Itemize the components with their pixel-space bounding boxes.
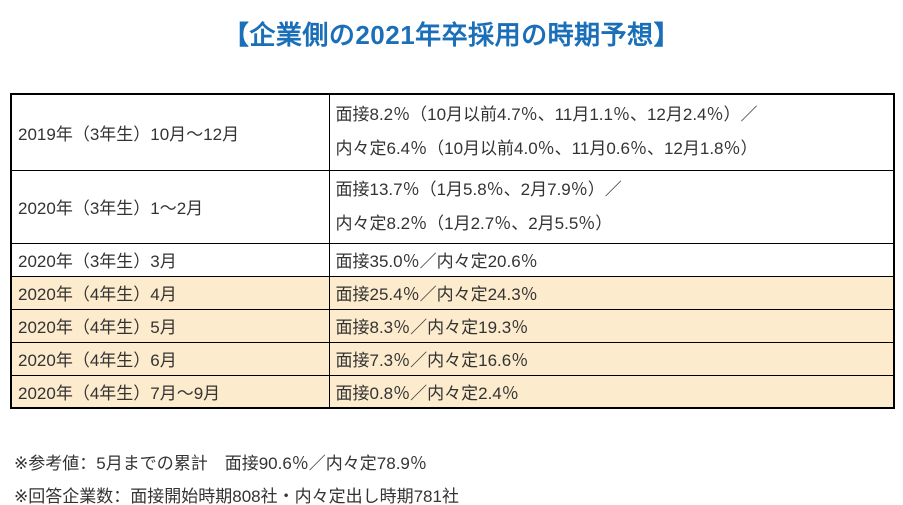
detail-cell: 面接25.4％／内々定24.3％	[328, 275, 895, 310]
period-cell: 2020年（3年生）3月	[10, 242, 330, 277]
table-row-highlighted: 2020年（4年生）6月 面接7.3％／内々定16.6％	[10, 341, 895, 376]
hiring-schedule-table: 2019年（3年生）10月～12月 面接8.2％（10月以前4.7％、11月1.…	[10, 93, 895, 409]
period-cell: 2019年（3年生）10月～12月	[10, 93, 330, 171]
footnotes: ※参考値：5月までの累計 面接90.6％／内々定78.9％ ※回答企業数：面接開…	[14, 447, 903, 505]
period-cell: 2020年（4年生）6月	[10, 341, 330, 376]
table-row-highlighted: 2020年（4年生）4月 面接25.4％／内々定24.3％	[10, 275, 895, 310]
period-cell: 2020年（4年生）4月	[10, 275, 330, 310]
detail-cell: 面接8.2％（10月以前4.7％、11月1.1％、12月2.4％）／ 内々定6.…	[328, 93, 895, 171]
period-cell: 2020年（4年生）5月	[10, 308, 330, 343]
detail-cell: 面接13.7％（1月5.8％、2月7.9％）／ 内々定8.2％（1月2.7％、2…	[328, 169, 895, 244]
table-row: 2020年（3年生）3月 面接35.0％／内々定20.6％	[10, 242, 895, 277]
table-row-highlighted: 2020年（4年生）7月～9月 面接0.8％／内々定2.4％	[10, 374, 895, 409]
page-title: 【企業側の2021年卒採用の時期予想】	[222, 20, 681, 50]
detail-line: 内々定8.2％（1月2.7％、2月5.5％）	[335, 213, 613, 233]
detail-cell: 面接0.8％／内々定2.4％	[328, 374, 895, 409]
detail-cell: 面接8.3％／内々定19.3％	[328, 308, 895, 343]
detail-line: 面接13.7％（1月5.8％、2月7.9％）／	[335, 179, 622, 199]
table-row: 2019年（3年生）10月～12月 面接8.2％（10月以前4.7％、11月1.…	[10, 93, 895, 171]
table-row: 2020年（3年生）1～2月 面接13.7％（1月5.8％、2月7.9％）／ 内…	[10, 169, 895, 244]
table-row-highlighted: 2020年（4年生）5月 面接8.3％／内々定19.3％	[10, 308, 895, 343]
detail-line: 内々定6.4％（10月以前4.0％、11月0.6％、12月1.8％）	[335, 139, 758, 159]
footnote-reference-values: ※参考値：5月までの累計 面接90.6％／内々定78.9％	[14, 454, 427, 473]
detail-cell: 面接35.0％／内々定20.6％	[328, 242, 895, 277]
detail-line: 面接8.2％（10月以前4.7％、11月1.1％、12月2.4％）／	[335, 105, 758, 125]
footnote-respondent-counts: ※回答企業数：面接開始時期808社・内々定出し時期781社	[14, 487, 459, 505]
period-cell: 2020年（4年生）7月～9月	[10, 374, 330, 409]
detail-cell: 面接7.3％／内々定16.6％	[328, 341, 895, 376]
period-cell: 2020年（3年生）1～2月	[10, 169, 330, 244]
